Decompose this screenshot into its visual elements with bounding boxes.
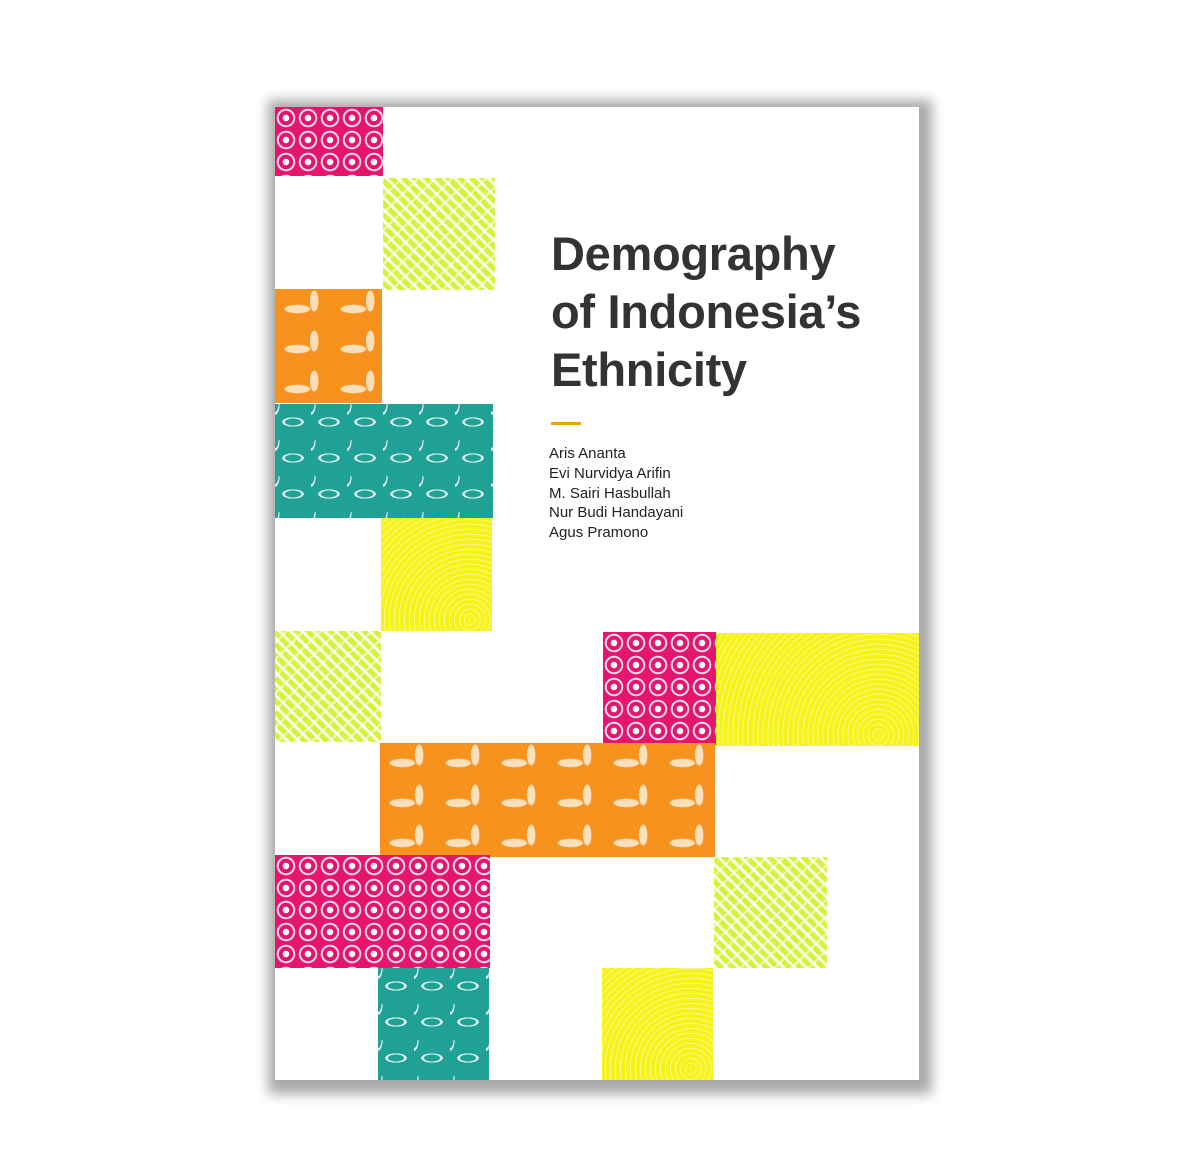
- book-cover: Demography of Indonesia’s Ethnicity Aris…: [275, 107, 919, 1080]
- batik-block-lime: [383, 178, 495, 290]
- author-name: Agus Pramono: [549, 524, 649, 542]
- batik-block-teal: [378, 968, 489, 1080]
- batik-block-lime: [714, 857, 827, 968]
- author-name: Nur Budi Handayani: [549, 504, 684, 522]
- title-line: Ethnicity: [551, 343, 747, 396]
- batik-block-lime: [275, 631, 381, 742]
- book-title: Demography of Indonesia’s Ethnicity: [551, 225, 861, 399]
- title-line: Demography: [551, 227, 836, 280]
- author-name: Evi Nurvidya Arifin: [549, 464, 671, 482]
- batik-block-yellow: [716, 633, 919, 746]
- author-list: Aris Ananta Evi Nurvidya Arifin M. Sairi…: [549, 444, 683, 543]
- batik-block-yellow: [602, 968, 713, 1080]
- batik-block-pink: [275, 855, 490, 968]
- batik-block-pink: [275, 107, 383, 176]
- author-name: M. Sairi Hasbullah: [549, 484, 671, 502]
- author-name: Aris Ananta: [549, 445, 626, 462]
- accent-rule: [551, 422, 581, 425]
- batik-block-orange: [275, 289, 382, 403]
- batik-block-pink: [603, 632, 716, 745]
- batik-block-yellow: [381, 518, 492, 631]
- batik-block-orange: [380, 743, 715, 857]
- batik-block-teal: [275, 404, 493, 518]
- title-line: of Indonesia’s: [551, 285, 862, 338]
